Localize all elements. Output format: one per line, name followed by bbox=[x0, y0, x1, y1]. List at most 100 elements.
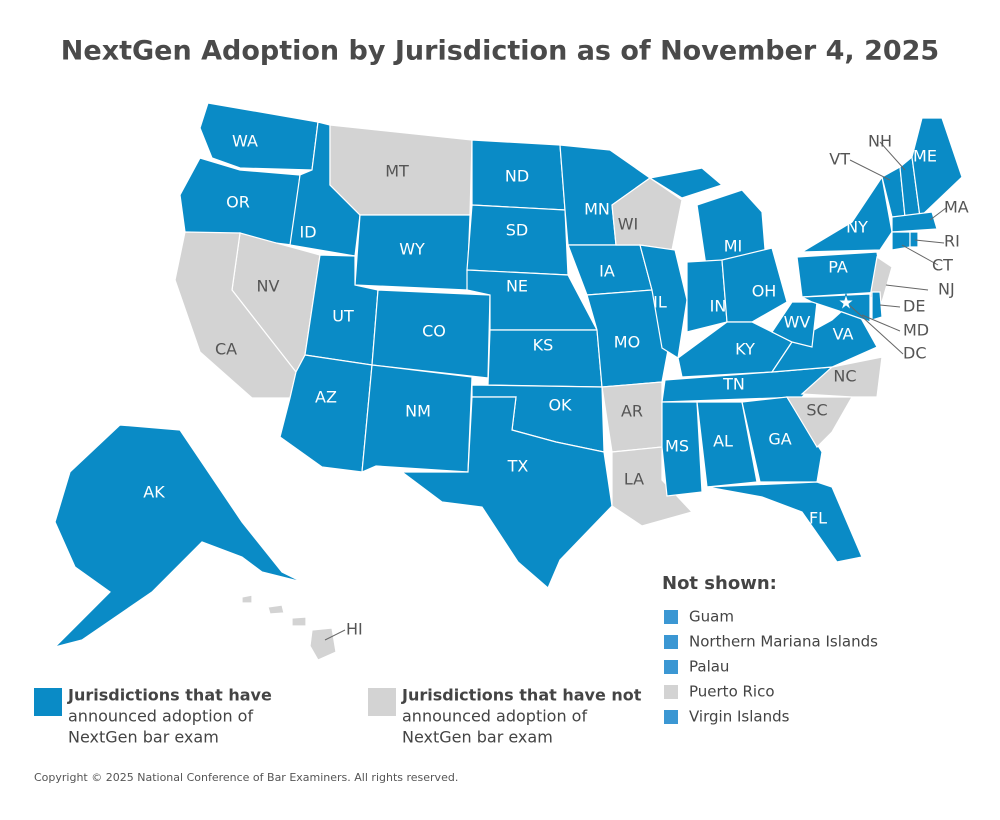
state-label: AK bbox=[143, 483, 165, 502]
state-label: OH bbox=[752, 282, 777, 301]
copyright: Copyright © 2025 National Conference of … bbox=[34, 771, 458, 784]
state-shape bbox=[291, 616, 307, 627]
item-swatch bbox=[664, 660, 678, 674]
state-label: MN bbox=[584, 200, 610, 219]
leader-line bbox=[845, 301, 904, 355]
state-label: CT bbox=[932, 256, 953, 275]
state-label: WY bbox=[399, 240, 425, 259]
state-label: ID bbox=[299, 223, 316, 242]
legend-text: NextGen bar exam bbox=[402, 728, 553, 747]
state-label: IN bbox=[710, 297, 727, 316]
item-label: Virgin Islands bbox=[689, 708, 790, 726]
state-label: MA bbox=[944, 198, 969, 217]
state-shape bbox=[696, 189, 767, 267]
state-label: AL bbox=[713, 432, 733, 451]
state-label: ME bbox=[913, 147, 937, 166]
state-label: ND bbox=[505, 167, 529, 186]
state-label: WI bbox=[618, 215, 639, 234]
state-label: VT bbox=[829, 150, 850, 169]
item-label: Guam bbox=[689, 608, 734, 626]
legend-text: announced adoption of bbox=[68, 707, 253, 726]
state-labels: WA OR ID MT WY NV CA UT CO AZ NM ND SD NE KS OK TX MN IA MO… bbox=[143, 132, 969, 641]
state-label: FL bbox=[809, 509, 827, 528]
legend-text: announced adoption of bbox=[402, 707, 587, 726]
state-shape bbox=[53, 424, 303, 649]
legend-text: NextGen bar exam bbox=[68, 728, 219, 747]
state-label: TN bbox=[722, 375, 745, 394]
leader-line bbox=[885, 284, 929, 291]
leader-line bbox=[929, 207, 947, 221]
state-label: LA bbox=[624, 470, 644, 489]
leader-line bbox=[879, 304, 901, 308]
state-shape bbox=[891, 231, 911, 251]
state-label: OR bbox=[226, 193, 250, 212]
state-shape bbox=[661, 401, 703, 497]
state-shape bbox=[909, 231, 919, 248]
state-label: NE bbox=[506, 277, 528, 296]
state-label: KY bbox=[735, 340, 755, 359]
state-label: RI bbox=[944, 232, 960, 251]
state-shape bbox=[361, 364, 473, 473]
item-label: Puerto Rico bbox=[689, 683, 775, 701]
leader-line bbox=[879, 141, 906, 171]
state-label: NC bbox=[833, 367, 856, 386]
state-label: PA bbox=[828, 258, 848, 277]
state-label: NV bbox=[257, 277, 280, 296]
leader-line bbox=[901, 244, 939, 266]
state-label: TX bbox=[507, 457, 529, 476]
legend-text: Jurisdictions that have bbox=[67, 686, 272, 705]
state-shape bbox=[648, 167, 724, 199]
item-swatch bbox=[664, 710, 678, 724]
state-label: MI bbox=[724, 237, 743, 256]
item-label: Northern Mariana Islands bbox=[689, 633, 878, 651]
title: NextGen Adoption by Jurisdiction as of N… bbox=[61, 36, 939, 67]
state-shape bbox=[891, 211, 938, 233]
leader-line bbox=[861, 314, 901, 332]
not-shown-heading: Not shown: bbox=[662, 573, 777, 594]
state-label: SD bbox=[506, 221, 528, 240]
dc-star bbox=[836, 292, 856, 312]
state-shape bbox=[309, 627, 337, 661]
state-label: CA bbox=[215, 340, 237, 359]
legend-text: Jurisdictions that have not bbox=[401, 686, 642, 705]
state-shape bbox=[800, 356, 883, 398]
state-label: WA bbox=[232, 132, 258, 151]
state-label: GA bbox=[768, 430, 791, 449]
states bbox=[53, 102, 963, 661]
state-shape bbox=[696, 401, 758, 488]
state-label: VA bbox=[833, 325, 854, 344]
state-shape bbox=[706, 481, 863, 563]
state-label: AZ bbox=[315, 388, 337, 407]
item-swatch bbox=[664, 685, 678, 699]
state-shape bbox=[400, 396, 613, 589]
state-label: MD bbox=[903, 321, 929, 340]
leader-line bbox=[849, 159, 891, 181]
state-label: OK bbox=[548, 396, 572, 415]
leader-line bbox=[914, 239, 945, 244]
state-shape bbox=[871, 291, 883, 321]
state-label: MO bbox=[614, 333, 640, 352]
legend: Jurisdictions that have announced adoptio… bbox=[34, 686, 642, 747]
state-group bbox=[53, 102, 963, 661]
state-shape bbox=[911, 117, 963, 219]
state-shape bbox=[869, 255, 893, 303]
state-label: NJ bbox=[938, 280, 955, 299]
state-label: UT bbox=[332, 307, 354, 326]
item-swatch bbox=[664, 635, 678, 649]
state-shape bbox=[785, 396, 854, 448]
state-label: DE bbox=[903, 297, 925, 316]
state-label: DC bbox=[903, 344, 927, 363]
state-shape bbox=[466, 204, 569, 276]
state-shape bbox=[770, 301, 878, 373]
state-label: IL bbox=[653, 293, 667, 312]
state-label: NH bbox=[868, 132, 892, 151]
legend-swatch bbox=[34, 688, 62, 716]
state-label: SC bbox=[806, 401, 827, 420]
state-label: NY bbox=[846, 218, 868, 237]
state-label: CO bbox=[422, 322, 446, 341]
state-shape bbox=[241, 594, 253, 604]
leader-line bbox=[324, 629, 346, 641]
state-shape bbox=[199, 102, 319, 171]
state-shape bbox=[771, 301, 818, 348]
